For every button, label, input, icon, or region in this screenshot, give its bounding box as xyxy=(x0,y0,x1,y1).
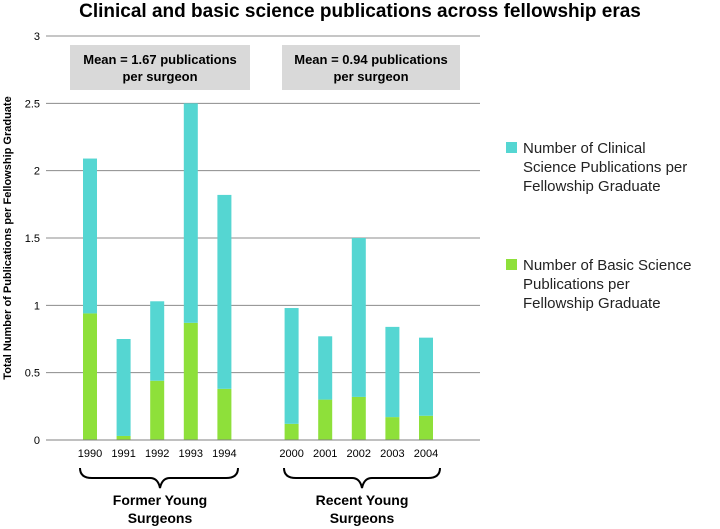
x-tick-label-1990: 1990 xyxy=(78,448,102,460)
y-tick-label: 1.5 xyxy=(25,233,40,245)
y-tick-label: 2 xyxy=(34,166,40,178)
bar-clinical-2003 xyxy=(385,326,400,418)
group-label-recent-line2: Surgeons xyxy=(330,510,395,526)
bar-basic-1992 xyxy=(150,380,165,440)
y-tick-labels: 0 0.5 1 1.5 2 2.5 3 xyxy=(25,31,40,447)
group-label-recent-line1: Recent Young xyxy=(316,492,409,508)
legend-label-basic-line2: Publications per xyxy=(523,276,630,293)
bar-basic-1993 xyxy=(183,322,198,440)
chart-title: Clinical and basic science publications … xyxy=(79,1,641,22)
bar-clinical-2000 xyxy=(284,308,299,424)
y-tick-label: 0.5 xyxy=(25,368,40,380)
x-tick-label-2000: 2000 xyxy=(279,448,303,460)
brace-recent xyxy=(283,467,441,489)
bar-clinical-2002 xyxy=(351,238,366,397)
legend-label-clinical-line1: Number of Clinical xyxy=(523,140,646,157)
x-tick-label-2004: 2004 xyxy=(414,448,438,460)
gridlines xyxy=(46,35,480,374)
legend-label-basic-line1: Number of Basic Science xyxy=(523,257,691,274)
legend-label-clinical-line2: Science Publications per xyxy=(523,159,687,176)
bar-basic-2002 xyxy=(351,396,366,440)
y-tick-label: 3 xyxy=(34,31,40,43)
x-tick-label-1994: 1994 xyxy=(212,448,236,460)
legend-swatch-basic xyxy=(506,259,517,270)
x-tick-label-2002: 2002 xyxy=(347,448,371,460)
brace-former xyxy=(79,467,239,489)
mean-box-recent xyxy=(282,45,460,90)
mean-box-former xyxy=(70,45,250,90)
bar-clinical-1991 xyxy=(116,339,131,436)
mean-note-former-line1: Mean = 1.67 publications xyxy=(83,52,237,67)
x-tick-label-1993: 1993 xyxy=(179,448,203,460)
x-tick-label-2001: 2001 xyxy=(313,448,337,460)
bar-basic-2004 xyxy=(419,415,433,440)
bar-basic-1990 xyxy=(83,313,97,440)
x-tick-labels: 1990 1991 1992 1993 1994 2000 2001 2002 2003 2004 xyxy=(78,448,438,460)
group-label-former-line1: Former Young xyxy=(113,492,207,508)
bar-clinical-2004 xyxy=(419,337,433,416)
y-tick-label: 0 xyxy=(34,435,40,447)
x-tick-label-1992: 1992 xyxy=(145,448,169,460)
bar-basic-2003 xyxy=(385,417,400,440)
mean-note-recent-line2: per surgeon xyxy=(333,69,408,84)
bars xyxy=(83,103,433,440)
legend-label-clinical-line3: Fellowship Graduate xyxy=(523,178,661,195)
bar-clinical-1990 xyxy=(83,158,97,314)
legend-label-basic-line3: Fellowship Graduate xyxy=(523,295,661,312)
mean-note-recent-line1: Mean = 0.94 publications xyxy=(294,52,448,67)
bar-basic-1994 xyxy=(217,388,232,440)
x-tick-label-2003: 2003 xyxy=(380,448,404,460)
x-tick-label-1991: 1991 xyxy=(111,448,135,460)
group-label-former-line2: Surgeons xyxy=(128,510,193,526)
bar-clinical-1994 xyxy=(217,194,232,389)
bar-basic-1991 xyxy=(116,435,131,440)
y-axis-label: Total Number of Publications per Fellows… xyxy=(2,96,14,379)
legend-swatch-clinical xyxy=(506,142,517,153)
bar-clinical-1992 xyxy=(150,301,165,381)
bar-basic-2001 xyxy=(318,399,333,440)
mean-note-former-line2: per surgeon xyxy=(122,69,197,84)
bar-clinical-1993 xyxy=(183,103,198,323)
y-tick-label: 2.5 xyxy=(25,98,40,110)
bar-clinical-2001 xyxy=(318,336,333,400)
y-tick-label: 1 xyxy=(34,300,40,312)
bar-basic-2000 xyxy=(284,423,299,440)
